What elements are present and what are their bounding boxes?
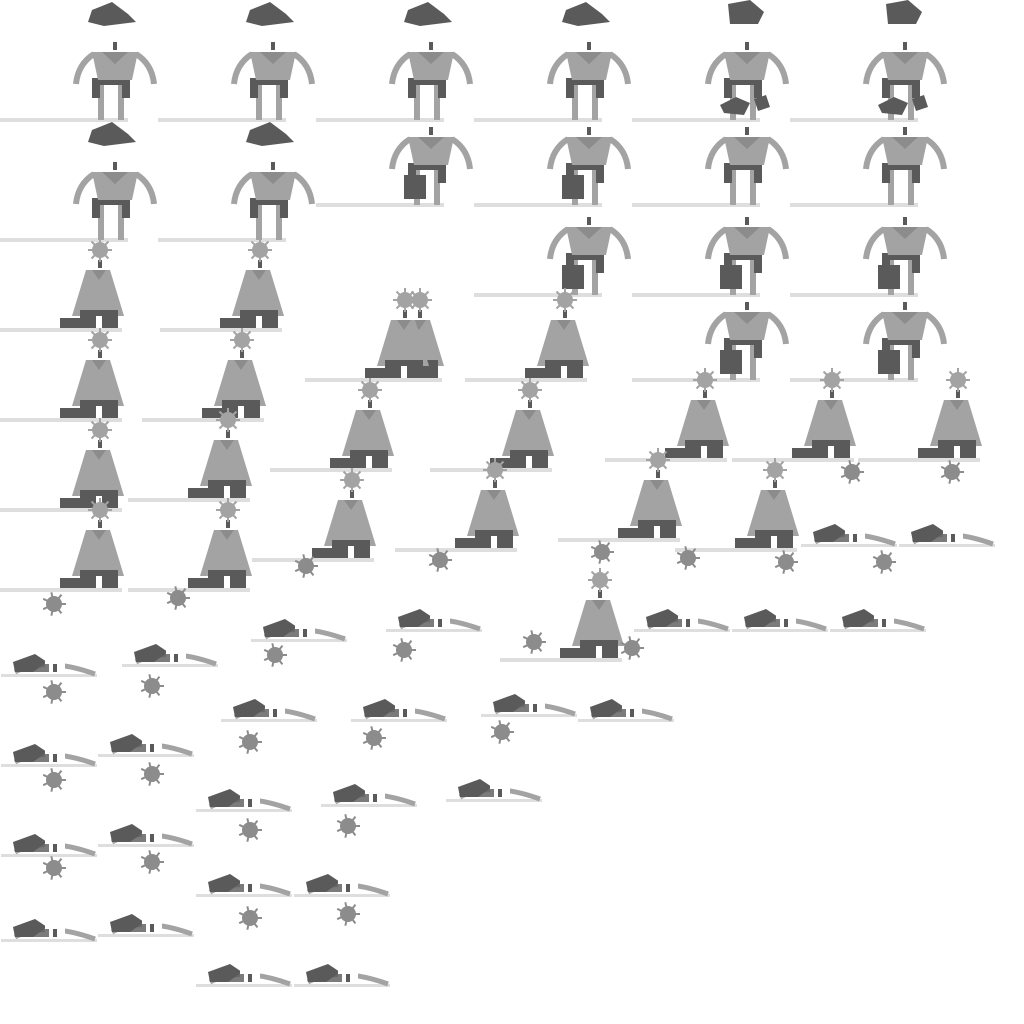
- sprite-splat-64: [43, 592, 66, 615]
- sprite-hunched-32: [732, 368, 856, 462]
- sprite-lying-39: [899, 524, 995, 547]
- sprite-lying-46: [122, 644, 218, 667]
- sprite-standing-0: [0, 2, 154, 122]
- sprite-hunched-34: [0, 498, 124, 592]
- sprite-standing-3: [474, 2, 628, 122]
- sprite-splat-88: [141, 850, 164, 873]
- sprite-standing-9: [474, 127, 628, 207]
- sprite-standing-1: [158, 2, 312, 122]
- sprite-hunched-24: [270, 378, 394, 472]
- sprite-lying-38: [801, 524, 897, 547]
- sprite-splat-87: [43, 856, 66, 879]
- sprite-standing-14: [790, 217, 944, 297]
- sprite-lying-49: [481, 694, 577, 717]
- sprite-splat-80: [239, 730, 262, 753]
- sprite-standing-10: [632, 95, 786, 207]
- sprite-hunched-37: [500, 568, 624, 662]
- sprite-splat-72: [841, 460, 864, 483]
- sprite-standing-6: [0, 122, 154, 242]
- sprite-splat-78: [43, 680, 66, 703]
- sprite-lying-58: [196, 874, 292, 897]
- sprite-hunched-23: [305, 288, 429, 382]
- sprite-lying-50: [578, 699, 674, 722]
- sprite-hunched-36: [675, 458, 799, 552]
- sprite-splat-73: [941, 460, 964, 483]
- sprite-splat-74: [264, 643, 287, 666]
- sprite-standing-7: [158, 122, 312, 242]
- sprite-lying-43: [251, 619, 347, 642]
- sprite-splat-84: [141, 762, 164, 785]
- sprite-splat-77: [621, 636, 644, 659]
- sprite-lying-61: [98, 914, 194, 937]
- sprite-splat-85: [239, 818, 262, 841]
- sprite-splat-89: [239, 906, 262, 929]
- sprite-hunched-28: [128, 408, 252, 502]
- sprite-hunched-30: [395, 458, 519, 552]
- sprite-splat-83: [43, 768, 66, 791]
- sprite-splat-71: [873, 550, 896, 573]
- sprite-standing-12: [474, 217, 628, 297]
- sprite-lying-42: [830, 609, 926, 632]
- sprite-standing-15: [632, 302, 786, 382]
- sprite-hunched-35: [128, 498, 252, 592]
- sprite-lying-52: [98, 734, 194, 757]
- sprite-splat-86: [337, 814, 360, 837]
- sprite-hunched-20: [465, 288, 589, 382]
- sprite-splat-70: [775, 550, 798, 573]
- sprite-lying-56: [1, 834, 97, 857]
- sprite-hunched-18: [160, 238, 284, 332]
- sprite-lying-45: [1, 654, 97, 677]
- sprite-lying-59: [294, 874, 390, 897]
- sprite-hunched-26: [605, 368, 729, 462]
- sprite-hunched-17: [0, 238, 124, 332]
- sprite-splat-81: [363, 726, 386, 749]
- sprite-standing-8: [316, 127, 470, 207]
- sprite-lying-57: [98, 824, 194, 847]
- sprite-lying-60: [1, 919, 97, 942]
- sprite-lying-54: [321, 784, 417, 807]
- sprite-lying-53: [196, 789, 292, 812]
- sprite-hunched-22: [142, 328, 266, 422]
- sprite-splat-75: [393, 638, 416, 661]
- sprite-hunched-19: [320, 288, 444, 382]
- sprite-standing-13: [632, 217, 786, 297]
- sprite-lying-55: [446, 779, 542, 802]
- sprite-hunched-21: [0, 328, 124, 422]
- sprite-hunched-27: [0, 418, 124, 512]
- sprite-hunched-29: [252, 468, 376, 562]
- sprite-standing-16: [790, 302, 944, 382]
- sprite-standing-11: [790, 95, 944, 207]
- sprite-lying-41: [732, 609, 828, 632]
- sprite-splat-76: [523, 630, 546, 653]
- sprite-splat-79: [141, 674, 164, 697]
- sprite-standing-2: [316, 2, 470, 122]
- sprite-lying-47: [221, 699, 317, 722]
- sprite-hunched-25: [430, 378, 554, 472]
- sprite-lying-62: [196, 964, 292, 987]
- sprite-lying-48: [351, 699, 447, 722]
- sprite-lying-63: [294, 964, 390, 987]
- sprite-lying-51: [1, 744, 97, 767]
- sprite-splat-90: [337, 902, 360, 925]
- sprite-splat-82: [491, 720, 514, 743]
- sprite-splat-68: [591, 540, 614, 563]
- sprite-lying-44: [386, 609, 482, 632]
- sprite-hunched-33: [858, 368, 982, 462]
- sprite-lying-40: [634, 609, 730, 632]
- sprite-hunched-31: [558, 448, 682, 542]
